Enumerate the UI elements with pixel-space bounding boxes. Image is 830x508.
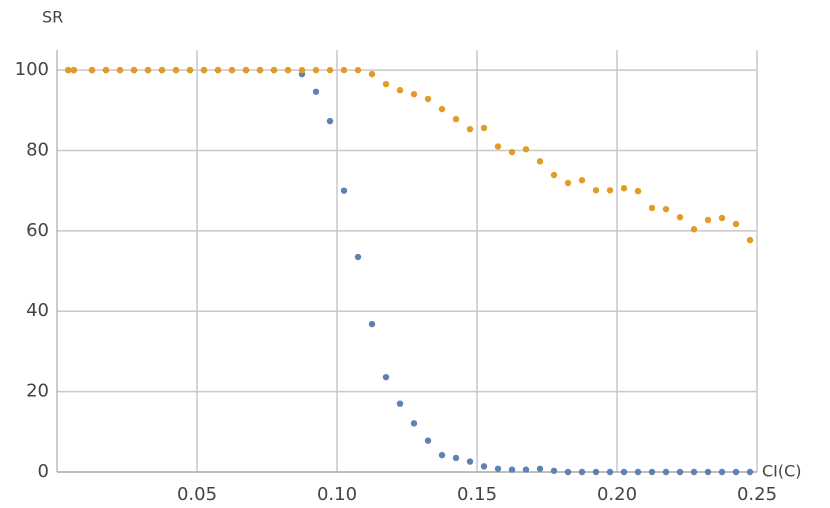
point — [536, 158, 544, 165]
point — [256, 66, 264, 74]
y-tick-label: 20 — [26, 381, 49, 402]
point — [522, 146, 530, 153]
point — [634, 468, 642, 476]
point — [718, 214, 726, 222]
point — [508, 148, 516, 156]
point — [298, 66, 306, 74]
point — [662, 468, 670, 476]
point — [550, 171, 558, 179]
point — [620, 185, 628, 192]
point — [732, 468, 740, 476]
point — [130, 66, 138, 74]
point — [354, 253, 362, 261]
point — [438, 451, 446, 459]
point — [354, 66, 362, 74]
point — [284, 66, 292, 74]
point — [312, 66, 320, 74]
point — [340, 187, 348, 194]
point — [424, 95, 432, 103]
point — [578, 177, 586, 184]
point — [536, 465, 544, 472]
y-axis-title: SR — [42, 8, 63, 27]
point — [704, 468, 712, 476]
point — [200, 66, 208, 74]
point — [592, 187, 600, 194]
point — [676, 213, 684, 221]
point — [270, 66, 278, 74]
point — [676, 468, 684, 476]
point — [620, 468, 628, 476]
point — [578, 468, 586, 476]
point — [648, 204, 656, 212]
x-axis-title: CI(C) — [762, 462, 802, 481]
point — [648, 468, 656, 476]
y-tick-label: 80 — [26, 139, 49, 160]
point — [564, 179, 572, 187]
point — [410, 420, 418, 427]
point — [466, 125, 474, 133]
point — [410, 91, 418, 98]
x-tick-label: 0.05 — [177, 484, 217, 505]
y-tick-label: 60 — [26, 220, 49, 241]
point — [508, 466, 516, 473]
point — [522, 466, 530, 473]
x-tick-label: 0.20 — [597, 484, 637, 505]
point — [634, 187, 642, 195]
point — [452, 115, 460, 123]
point — [340, 66, 348, 74]
point — [312, 88, 320, 95]
point — [396, 400, 404, 407]
point — [368, 320, 376, 328]
y-tick-label: 40 — [26, 300, 49, 321]
point — [452, 454, 460, 462]
point — [606, 468, 614, 476]
y-tick-label: 0 — [38, 461, 49, 482]
point — [396, 86, 404, 94]
point — [746, 236, 754, 244]
point — [88, 66, 96, 74]
point — [116, 66, 124, 74]
point — [438, 105, 446, 113]
point — [368, 70, 376, 78]
point — [662, 205, 670, 213]
point — [466, 458, 474, 465]
x-tick-label: 0.25 — [737, 484, 777, 505]
point — [382, 80, 390, 88]
point — [326, 66, 334, 74]
point — [480, 124, 488, 132]
point — [494, 465, 502, 472]
y-tick-label: 100 — [15, 59, 49, 80]
point — [158, 66, 166, 74]
point — [494, 143, 502, 150]
point — [564, 468, 572, 476]
point — [326, 117, 334, 125]
point — [480, 463, 488, 470]
point — [172, 66, 180, 74]
x-tick-label: 0.15 — [457, 484, 497, 505]
point — [186, 66, 194, 74]
point — [718, 468, 726, 476]
point — [144, 66, 152, 74]
point — [592, 468, 600, 476]
point — [704, 216, 712, 224]
point — [228, 66, 236, 74]
point — [242, 66, 250, 74]
point — [690, 468, 698, 476]
point — [424, 437, 432, 444]
point — [70, 66, 78, 74]
point — [382, 373, 390, 381]
point — [65, 66, 72, 74]
point — [606, 187, 614, 194]
point — [550, 467, 558, 474]
point — [102, 66, 110, 74]
point — [732, 220, 740, 228]
point — [690, 226, 698, 233]
point — [214, 66, 222, 74]
x-tick-label: 0.10 — [317, 484, 357, 505]
point — [746, 468, 754, 476]
